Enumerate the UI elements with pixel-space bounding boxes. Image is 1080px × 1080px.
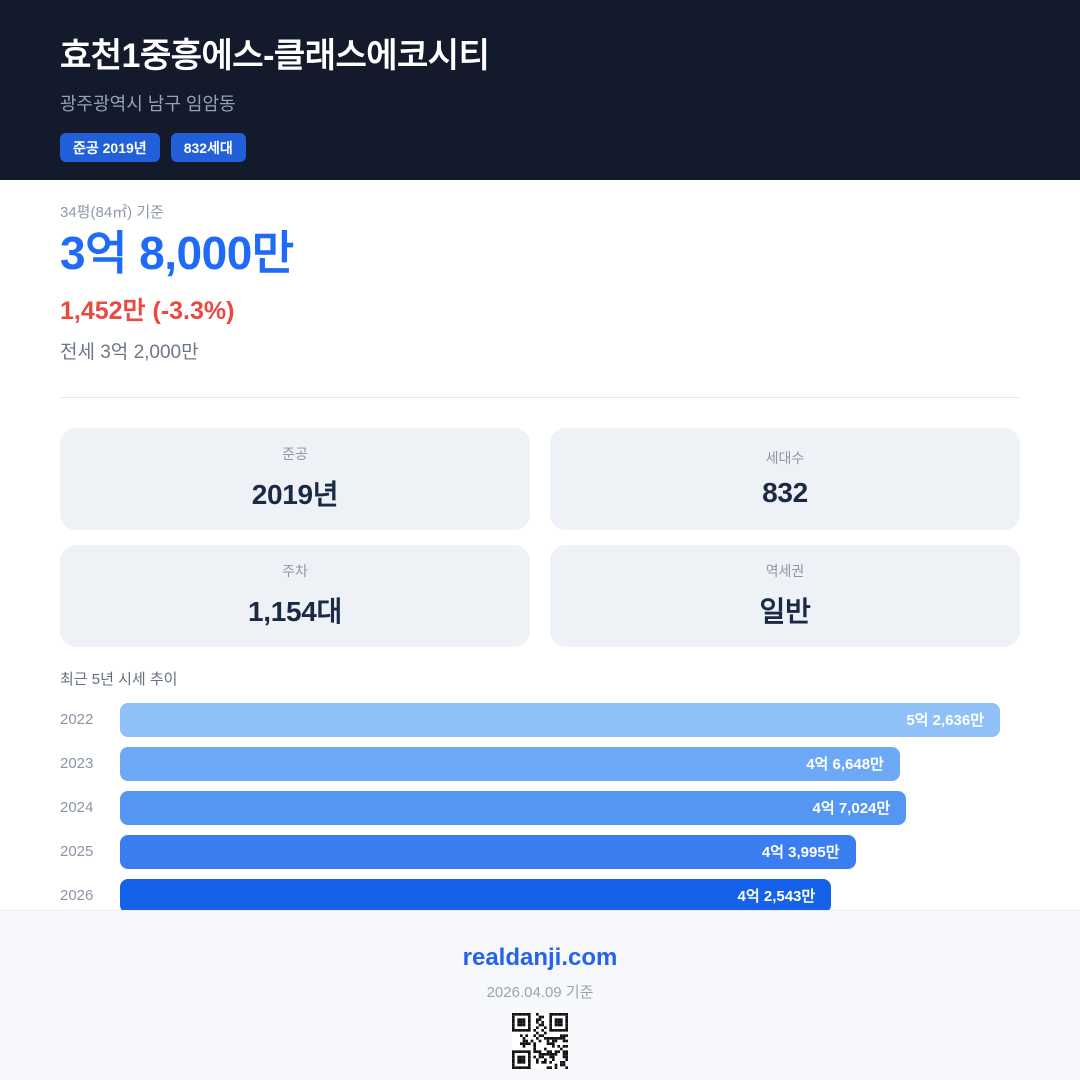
bar-year-label: 2025 [60,843,94,861]
badge-completion-year: 준공 2019년 [60,133,160,163]
qr-code-icon [512,1013,568,1069]
bar-value-label: 4억 2,543만 [737,888,816,906]
bar-value-label: 4억 3,995만 [761,844,840,862]
price-bar: 4억 6,648만 [120,746,900,781]
badge-row: 준공 2019년 832세대 [60,133,1020,163]
stat-card-parking: 주차 1,154대 [60,544,530,647]
bar-year-label: 2022 [60,711,94,729]
stat-card-station-access: 역세권 일반 [550,544,1020,647]
price-bar: 4억 3,995만 [120,834,856,869]
chart-title: 최근 5년 시세 추이 [60,670,178,688]
bar-track: 4억 3,995만 [120,834,1000,869]
bar-year-label: 2024 [60,799,94,817]
bar-value-label: 4억 7,024만 [812,800,891,818]
stat-label: 역세권 [765,563,805,580]
bar-track: 4억 2,543만 [120,878,1000,913]
price-change: 1,452만 (-3.3%) [60,296,235,325]
price-trend-chart: 최근 5년 시세 추이 2022 5억 2,636만 2023 4억 6,648만 20… [60,668,1020,913]
bar-value-label: 5억 2,636만 [906,712,984,730]
divider [60,396,1020,398]
data-date: 2026.04.09 기준 [486,984,594,1001]
chart-row: 2022 5억 2,636만 [60,702,1020,737]
stat-value: 832 [762,477,808,509]
chart-row: 2023 4억 6,648만 [60,746,1020,781]
stat-label: 주차 [282,563,308,580]
stats-grid: 준공 2019년 세대수 832 주차 1,154대 역세권 일반 [60,427,1020,647]
bar-track: 4억 7,024만 [120,790,1000,825]
complex-address: 광주광역시 남구 임암동 [60,94,236,115]
bar-year-label: 2023 [60,755,94,773]
footer: realdanji.com 2026.04.09 기준 [0,910,1080,1080]
price-bar: 5억 2,636만 [120,702,1000,737]
badge-household-count: 832세대 [170,133,246,163]
header: 효천1중흥에스-클래스에코시티 광주광역시 남구 임암동 준공 2019년 83… [0,0,1080,180]
stat-value: 일반 [759,596,811,628]
bar-year-label: 2026 [60,887,94,905]
bar-track: 4억 6,648만 [120,746,1000,781]
stat-card-households: 세대수 832 [550,427,1020,530]
main-content: 34평(84㎡) 기준 3억 8,000만 1,452만 (-3.3%) 전세 … [0,180,1080,913]
stat-value: 1,154대 [247,596,343,628]
chart-row: 2025 4억 3,995만 [60,834,1020,869]
site-domain: realdanji.com [462,944,618,971]
price-basis: 34평(84㎡) 기준 [60,204,164,221]
bar-track: 5억 2,636만 [120,702,1000,737]
current-price: 3억 8,000만 [60,227,294,279]
stat-label: 세대수 [765,450,805,467]
jeonse-price: 전세 3억 2,000만 [60,341,199,363]
price-bar: 4억 2,543만 [120,878,832,913]
chart-row: 2026 4억 2,543만 [60,878,1020,913]
stat-card-completion: 준공 2019년 [60,427,530,530]
complex-title: 효천1중흥에스-클래스에코시티 [60,37,490,75]
stat-value: 2019년 [251,479,339,511]
chart-rows: 2022 5억 2,636만 2023 4억 6,648만 2024 4억 7,024만 2… [60,702,1020,913]
bar-value-label: 4억 6,648만 [806,756,884,774]
price-bar: 4억 7,024만 [120,790,907,825]
chart-row: 2024 4억 7,024만 [60,790,1020,825]
qr-wrap [0,1013,1080,1069]
stat-label: 준공 [282,446,308,463]
